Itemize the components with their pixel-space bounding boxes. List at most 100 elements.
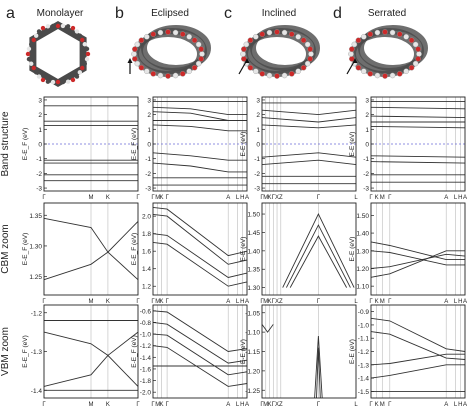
plot-b-vbm: -0.6-0.8-1.0-1.2-1.4-1.6-1.8-2.0Γ M K Γ A L H A…: [131, 304, 249, 408]
x-tick-label: L: [354, 195, 358, 201]
x-tick-label: Z: [279, 402, 283, 408]
x-tick-label: K: [268, 299, 272, 305]
x-tick-label: A: [444, 299, 448, 305]
atom: [26, 56, 32, 62]
y-tick-label: 1.4: [142, 266, 151, 273]
atom: [40, 77, 46, 83]
band-line: [282, 212, 355, 288]
stacked-structure-image: [346, 25, 428, 79]
x-tick-label: Z: [279, 299, 283, 305]
y-tick-label: 1.35: [29, 213, 42, 220]
plot-frame: [152, 304, 248, 399]
y-tick-label: -1.4: [140, 355, 152, 362]
atom: [134, 60, 141, 67]
band-line: [261, 109, 357, 116]
atom: [361, 33, 367, 40]
x-tick-label: A: [444, 402, 448, 408]
band-line: [316, 347, 321, 399]
atom: [412, 41, 419, 48]
y-tick-label: 1: [38, 127, 42, 134]
y-tick-label: 2: [256, 112, 260, 119]
plot-c-cbm: 1.501.451.401.351.30Γ M K Γ X Z Γ LE-E (eV): [240, 202, 358, 305]
x-tick-label: M: [263, 195, 268, 201]
atom: [165, 73, 171, 79]
x-tick-label: M: [155, 402, 160, 408]
x-tick-label: A: [245, 402, 249, 408]
band-line: [370, 115, 466, 119]
y-tick-label: -1.3: [31, 349, 43, 356]
x-tick-label: K: [375, 402, 379, 408]
x-tick-label: H: [458, 195, 462, 201]
y-tick-label: -3: [254, 186, 260, 193]
column-title: Serrated: [368, 8, 406, 19]
plot-c-vbm: -1.05-1.10-1.15-1.20-1.25Γ M K Γ X Z Γ LE-E (eV…: [240, 304, 358, 408]
plot-frame: [370, 202, 466, 296]
band-line: [370, 241, 465, 261]
band-line: [370, 364, 465, 379]
y-tick-label: 2: [38, 112, 42, 119]
band-line: [261, 124, 357, 129]
atom: [382, 73, 388, 79]
atom: [179, 71, 186, 77]
y-tick-label: 1.30: [356, 248, 369, 255]
y-tick-label: 1.2: [142, 284, 151, 291]
band-line: [370, 125, 466, 129]
y-tick-label: -2.0: [140, 390, 152, 397]
plot-d-vbm: -0.9-1.0-1.1-1.2-1.3-1.4-1.5Γ K M Γ A L H AE-E …: [349, 304, 467, 408]
atom: [82, 42, 87, 47]
x-tick-label: Γ: [272, 402, 276, 408]
atom: [172, 72, 179, 79]
y-tick-label: -0.6: [140, 308, 152, 315]
x-tick-label: Γ: [317, 299, 321, 305]
x-tick-label: A: [444, 195, 448, 201]
y-tick-label: 1.8: [142, 231, 151, 238]
row-label: VBM zoom: [0, 327, 11, 376]
x-tick-label: M: [89, 299, 94, 305]
x-tick-label: M: [89, 402, 94, 408]
plot-d-cbm: 1.501.401.301.201.10Γ K M Γ A L H AE-E (eV): [349, 202, 467, 305]
atom: [415, 46, 421, 52]
y-tick-label: 1.30: [247, 285, 260, 292]
atom: [300, 64, 307, 71]
atom: [307, 56, 313, 62]
atom: [77, 33, 83, 38]
plot-a-cbm: 1.35 1.30 1.25 Γ M K Γ E-E_F (eV): [22, 202, 140, 305]
y-tick-label: -1.2: [31, 310, 43, 317]
x-tick-label: M: [380, 299, 385, 305]
y-tick-label: 0: [256, 142, 260, 149]
monolayer-structure-image: [25, 20, 91, 88]
atom: [304, 41, 311, 48]
y-tick-label: -1.4: [358, 376, 370, 383]
x-tick-label: Γ: [42, 195, 46, 201]
x-tick-label: M: [263, 402, 268, 408]
y-axis-label: E-E_F (eV): [131, 128, 138, 161]
atom: [266, 72, 273, 79]
atom: [132, 56, 138, 62]
y-tick-label: 2: [365, 112, 369, 119]
x-tick-label: M: [380, 195, 385, 201]
band-line: [289, 235, 347, 288]
atom: [253, 68, 259, 75]
atom: [150, 71, 157, 77]
y-tick-label: 0: [365, 142, 369, 149]
x-tick-label: L: [454, 195, 458, 201]
atom: [355, 64, 362, 71]
y-tick-label: 1: [147, 127, 151, 134]
band-line: [261, 159, 357, 166]
atom: [247, 37, 254, 44]
x-tick-label: Γ: [317, 195, 321, 201]
atom: [349, 46, 355, 52]
x-tick-label: H: [240, 299, 244, 305]
band-line: [152, 162, 247, 173]
panel-letter: a: [6, 5, 15, 22]
band-line: [370, 155, 466, 158]
atom: [304, 60, 311, 67]
x-tick-label: L: [236, 402, 240, 408]
atom: [29, 42, 34, 47]
y-tick-label: -1.2: [140, 343, 152, 350]
band-line: [152, 233, 248, 278]
atom: [367, 71, 374, 77]
plot-frame: [261, 202, 357, 296]
atom: [74, 29, 80, 34]
